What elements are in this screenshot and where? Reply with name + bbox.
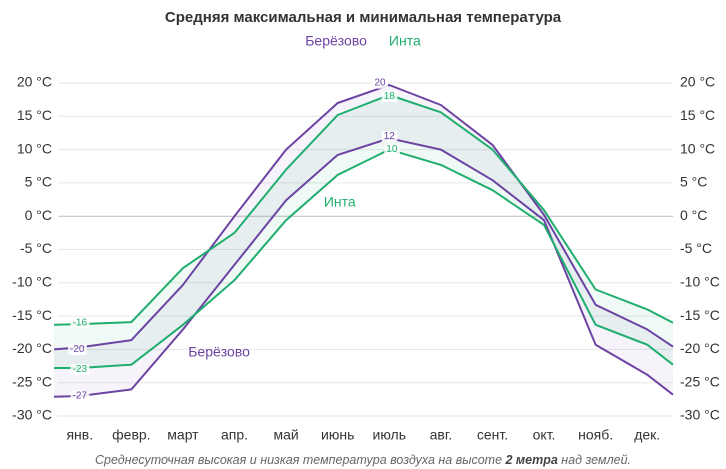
data-label-text: -20 — [70, 344, 85, 355]
y-tick-label: 5 °C — [25, 174, 52, 190]
y-tick-label: -5 °C — [20, 240, 52, 256]
y2-tick-label: 15 °C — [680, 107, 715, 123]
x-tick-label: янв. — [66, 427, 93, 443]
x-tick-label: сент. — [477, 427, 508, 443]
x-tick-label: апр. — [221, 427, 248, 443]
data-label: 10 — [384, 144, 400, 156]
series-label: Берёзово — [188, 343, 250, 359]
y-tick-label: -15 °C — [12, 307, 52, 323]
y2-tick-label: -5 °C — [680, 240, 712, 256]
y-tick-label: -10 °C — [12, 274, 52, 290]
data-label-bg — [381, 130, 398, 142]
x-tick-label: окт. — [533, 427, 556, 443]
y2-tick-label: -20 °C — [680, 340, 720, 356]
x-tick-label: июнь — [321, 427, 354, 443]
x-tick-label: нояб. — [578, 427, 613, 443]
x-tick-label: дек. — [634, 427, 660, 443]
temperature-line — [54, 148, 674, 369]
x-tick-label: июль — [373, 427, 406, 443]
y-tick-label: 15 °C — [17, 107, 52, 123]
temperature-line — [53, 94, 674, 326]
data-label: -20 — [67, 344, 87, 356]
data-label: -23 — [70, 364, 90, 376]
legend-entry: Берёзово — [305, 33, 367, 49]
temperature-line — [53, 137, 674, 398]
y2-tick-label: -15 °C — [680, 307, 720, 323]
y-tick-label: -20 °C — [12, 340, 52, 356]
temperature-line — [53, 84, 674, 351]
footer-bold: 2 метра — [505, 453, 558, 467]
legend-entry: Инта — [389, 33, 421, 49]
y2-tick-label: -25 °C — [680, 373, 720, 389]
y2-tick-label: -10 °C — [680, 274, 720, 290]
y-tick-label: 10 °C — [17, 140, 52, 156]
data-label-bg — [70, 390, 90, 402]
data-label: -27 — [70, 390, 90, 402]
y-tick-label: -30 °C — [12, 407, 52, 423]
y2-tick-label: 5 °C — [680, 174, 707, 190]
legend: Берёзово Инта — [305, 33, 421, 49]
data-label-text: -16 — [73, 317, 88, 328]
y-tick-label: -25 °C — [12, 373, 52, 389]
footer: Среднесуточная высокая и низкая температ… — [95, 453, 631, 467]
data-label-bg — [384, 144, 400, 156]
x-tick-label: март — [167, 427, 199, 443]
x-tick-label: авг. — [430, 427, 453, 443]
data-label: 12 — [381, 130, 398, 142]
series-label: Инта — [324, 194, 356, 210]
y-tick-label: 20 °C — [17, 74, 52, 90]
y2-tick-label: 10 °C — [680, 140, 715, 156]
data-label-text: -27 — [73, 391, 88, 402]
y2-tick-label: 0 °C — [680, 207, 707, 223]
data-label-bg — [381, 90, 398, 102]
x-tick-label: май — [274, 427, 299, 443]
y2-tick-label: 20 °C — [680, 74, 715, 90]
data-label-text: 10 — [386, 144, 398, 155]
data-label-text: -23 — [73, 364, 88, 375]
data-label-text: 20 — [374, 78, 386, 89]
y2-tick-label: -30 °C — [680, 407, 720, 423]
x-tick-label: февр. — [112, 427, 150, 443]
footer-text: Среднесуточная высокая и низкая температ… — [95, 453, 506, 467]
data-label: -16 — [70, 317, 90, 329]
data-label-text: 12 — [384, 131, 396, 142]
data-label-bg — [372, 77, 389, 89]
y-tick-label: 0 °C — [25, 207, 52, 223]
data-label-text: 18 — [384, 91, 396, 102]
footer-text: над землей. — [558, 453, 631, 467]
chart-title: Средняя максимальная и минимальная темпе… — [165, 9, 562, 26]
data-label-bg — [70, 317, 90, 329]
data-label: 18 — [381, 90, 398, 102]
data-label: 20 — [372, 77, 389, 89]
data-label-bg — [67, 344, 87, 356]
data-label-bg — [70, 364, 90, 376]
range-band — [54, 94, 673, 369]
